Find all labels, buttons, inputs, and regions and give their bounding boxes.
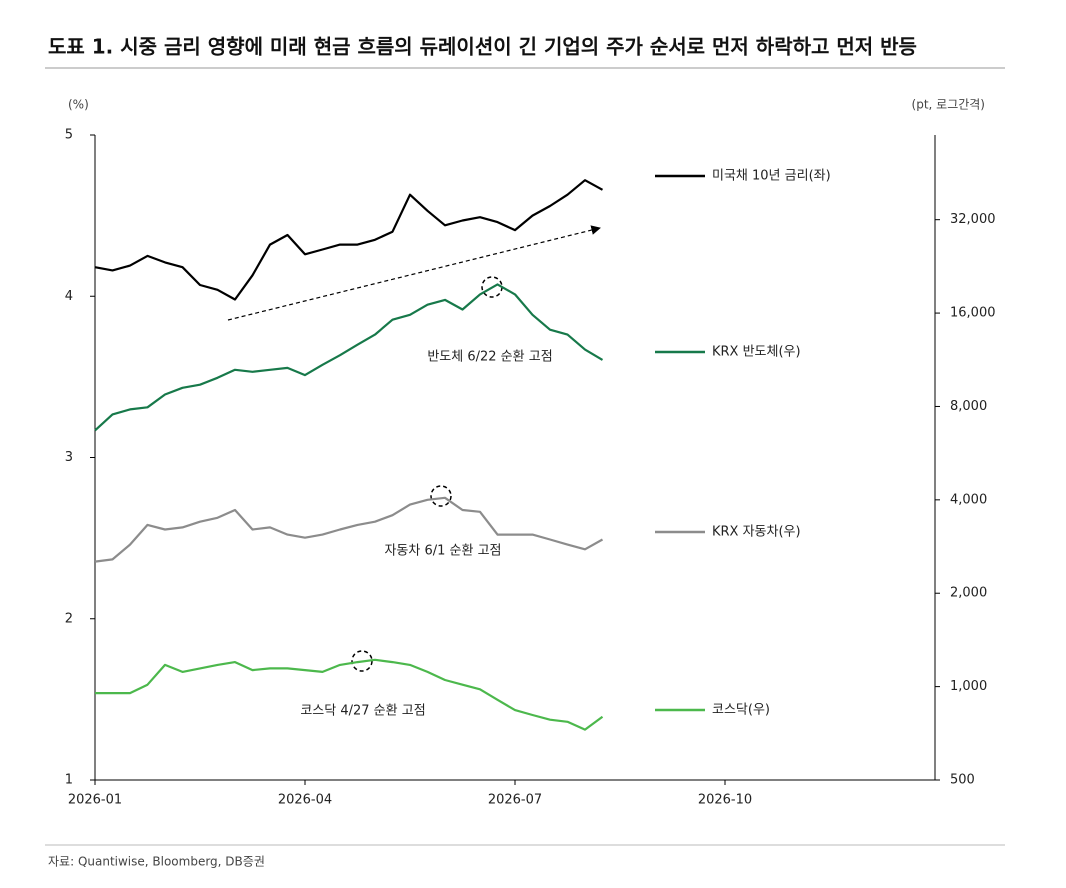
x-tick-label: 2026-07 xyxy=(488,793,542,808)
y2-tick-label: 4,000 xyxy=(950,492,987,507)
y-axis-label: (%) xyxy=(68,98,89,112)
y-tick-label: 4 xyxy=(65,289,73,304)
annotation: 코스닥 4/27 순환 고점 xyxy=(300,704,425,719)
annotation: 자동차 6/1 순환 고점 xyxy=(384,544,501,559)
series-line xyxy=(95,658,604,731)
series-line xyxy=(94,283,604,432)
x-tick-label: 2026-10 xyxy=(698,793,752,808)
y2-axis-label: (pt, 로그간격) xyxy=(912,98,985,112)
y-tick-label: 3 xyxy=(65,450,73,465)
y-tick-label: 1 xyxy=(65,773,73,788)
x-tick-label: 2026-01 xyxy=(68,793,122,808)
source: 자료: Quantiwise, Bloomberg, DB증권 xyxy=(48,855,265,869)
peak-circle xyxy=(430,485,452,507)
series-line xyxy=(94,179,604,301)
y-tick-label: 5 xyxy=(65,128,73,143)
series-line xyxy=(94,496,604,563)
trend-arrow xyxy=(227,225,601,321)
y2-tick-label: 2,000 xyxy=(950,586,987,601)
y2-tick-label: 1,000 xyxy=(950,679,987,694)
x-tick-label: 2026-04 xyxy=(278,793,332,808)
legend-label: 코스닥(우) xyxy=(712,703,770,718)
y2-tick-label: 500 xyxy=(950,773,975,788)
y2-tick-label: 8,000 xyxy=(950,399,987,414)
y2-tick-label: 32,000 xyxy=(950,212,996,227)
chart-title: 도표 1. 시중 금리 영향에 미래 현금 흐름의 듀레이션이 긴 기업의 주가… xyxy=(48,35,917,59)
legend-label: KRX 자동차(우) xyxy=(712,525,801,540)
annotation: 반도체 6/22 순환 고점 xyxy=(427,350,552,365)
y2-tick-label: 16,000 xyxy=(950,306,996,321)
legend-label: KRX 반도체(우) xyxy=(712,345,801,360)
y-tick-label: 2 xyxy=(65,611,73,626)
legend-label: 미국채 10년 금리(좌) xyxy=(712,169,831,184)
